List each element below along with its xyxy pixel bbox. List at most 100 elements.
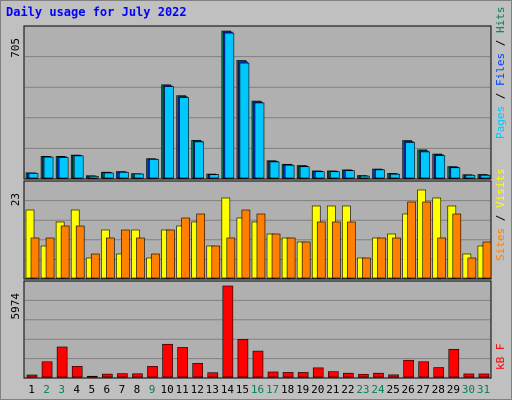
bar-pages xyxy=(194,141,205,179)
x-tick-label: 4 xyxy=(73,383,80,396)
bar-kbytes xyxy=(41,361,53,378)
bar-kbytes xyxy=(403,359,414,378)
bar-pages xyxy=(149,159,159,179)
x-tick-label: 10 xyxy=(160,383,173,396)
bar-pages xyxy=(73,155,84,179)
x-tick-label: 23 xyxy=(356,383,369,396)
x-tick-label: 31 xyxy=(477,383,490,396)
x-tick-label: 7 xyxy=(119,383,126,396)
x-tick-label: 3 xyxy=(58,383,65,396)
bar-kbytes xyxy=(373,372,384,378)
bar-sites xyxy=(75,225,85,279)
bar-sites xyxy=(30,237,40,279)
bar-sites xyxy=(226,237,236,279)
x-tick-label: 18 xyxy=(281,383,294,396)
bar-pages xyxy=(239,62,250,179)
bar-kbytes xyxy=(463,373,475,378)
bar-kbytes xyxy=(207,372,219,378)
bar-sites xyxy=(271,233,281,279)
bar-kbytes xyxy=(478,373,490,378)
bar-kbytes xyxy=(162,343,173,378)
bar-pages xyxy=(164,86,174,179)
bar-sites xyxy=(377,237,386,279)
bar-pages xyxy=(209,174,220,179)
bar-sites xyxy=(301,241,311,279)
x-tick-label: 2 xyxy=(43,383,50,396)
bar-kbytes xyxy=(267,371,279,378)
bar-pages xyxy=(375,169,385,179)
bar-kbytes xyxy=(177,347,188,378)
bar-sites xyxy=(106,237,115,279)
bar-sites xyxy=(136,237,145,279)
legend-hits-panel: Pages / Files / Hits xyxy=(494,7,507,140)
bar-sites xyxy=(347,221,356,279)
bar-kbytes xyxy=(192,362,204,378)
bar-kbytes xyxy=(222,285,234,378)
bar-sites xyxy=(482,241,492,279)
bar-kbytes xyxy=(56,346,68,378)
x-tick-label: 13 xyxy=(206,383,219,396)
bar-kbytes xyxy=(312,367,324,378)
legend-visits-panel: Sites / Visits xyxy=(494,168,507,261)
bar-kbytes xyxy=(102,373,113,378)
bar-pages xyxy=(465,174,476,179)
bar-pages xyxy=(284,164,295,179)
bar-sites xyxy=(452,213,462,279)
y-max-label: 23 xyxy=(9,193,22,206)
bar-sites xyxy=(60,225,70,279)
bar-pages xyxy=(58,157,69,179)
bar-sites xyxy=(422,201,431,279)
bar-pages xyxy=(88,176,99,179)
bar-kbytes xyxy=(86,375,98,378)
x-tick-label: 28 xyxy=(432,383,445,396)
bar-pages xyxy=(269,161,280,179)
bar-pages xyxy=(390,173,400,179)
bar-pages xyxy=(420,151,430,179)
bar-pages xyxy=(360,175,370,179)
x-tick-label: 11 xyxy=(176,383,189,396)
bar-kbytes xyxy=(26,374,38,378)
bar-kbytes xyxy=(343,372,354,378)
bar-sites xyxy=(362,257,371,279)
bar-pages xyxy=(299,166,310,179)
bar-pages xyxy=(134,173,144,179)
x-tick-label: 15 xyxy=(236,383,249,396)
bar-kbytes xyxy=(358,373,369,378)
bar-sites xyxy=(151,253,160,279)
x-tick-label: 24 xyxy=(371,383,385,396)
bar-kbytes xyxy=(132,373,143,378)
chart-title: Daily usage for July 2022 xyxy=(6,5,187,19)
bar-kbytes xyxy=(237,339,249,378)
x-tick-label: 5 xyxy=(88,383,95,396)
bar-pages xyxy=(329,171,340,179)
bar-pages xyxy=(405,142,415,179)
bar-pages xyxy=(345,170,355,179)
x-tick-label: 12 xyxy=(191,383,204,396)
x-tick-label: 1 xyxy=(28,383,35,396)
bar-kbytes xyxy=(282,372,294,378)
bar-sites xyxy=(286,237,296,279)
x-tick-label: 25 xyxy=(386,383,399,396)
bar-kbytes xyxy=(252,350,264,378)
bar-sites xyxy=(90,253,100,279)
bar-sites xyxy=(316,221,326,279)
bar-pages xyxy=(119,172,129,179)
bar-sites xyxy=(241,209,251,279)
legend-kbytes: kB F xyxy=(494,344,507,371)
bar-pages xyxy=(179,97,189,179)
x-tick-label: 17 xyxy=(266,383,279,396)
x-tick-label: 21 xyxy=(326,383,339,396)
bar-kbytes xyxy=(147,366,158,378)
x-tick-label: 26 xyxy=(402,383,415,396)
y-max-label: 705 xyxy=(9,38,22,58)
bar-kbytes xyxy=(448,348,460,378)
x-tick-label: 8 xyxy=(134,383,141,396)
bar-pages xyxy=(480,174,491,179)
bar-pages xyxy=(28,173,39,179)
bar-pages xyxy=(450,167,461,179)
x-tick-label: 29 xyxy=(447,383,460,396)
bar-kbytes xyxy=(418,361,429,378)
bar-sites xyxy=(407,201,416,279)
